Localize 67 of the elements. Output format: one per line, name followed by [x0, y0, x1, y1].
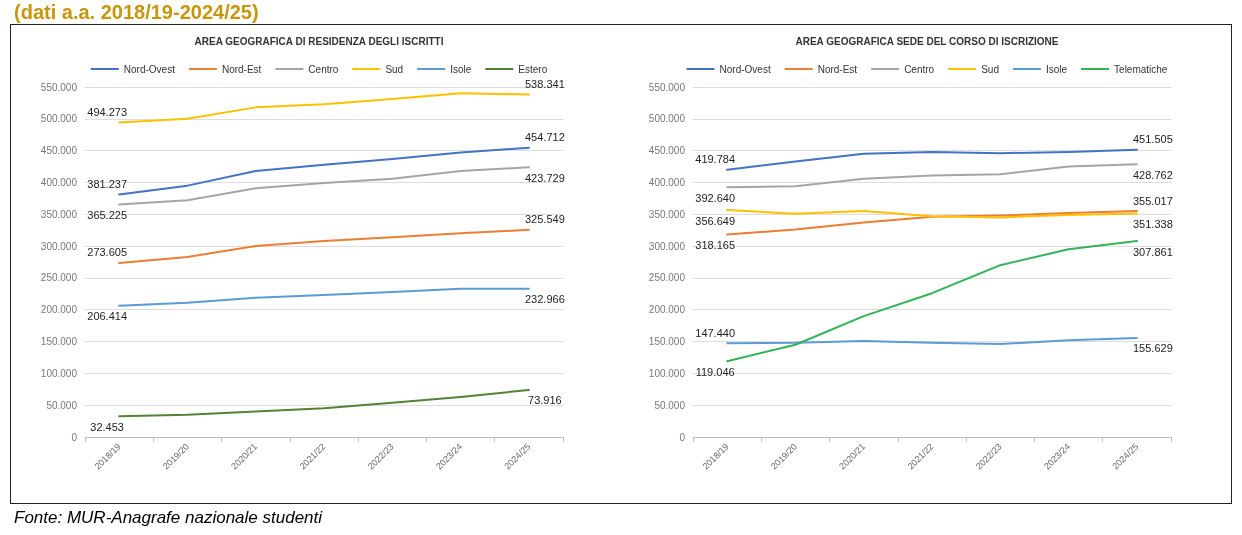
data-label: 381.237 — [87, 177, 128, 190]
data-label: 307.861 — [1132, 245, 1173, 258]
legend-label: Telematiche — [1114, 63, 1168, 75]
y-tick-label: 250.000 — [648, 272, 686, 284]
legend-label: Centro — [308, 63, 339, 75]
y-tick-label: 450.000 — [648, 145, 686, 157]
legend-label: Isole — [450, 63, 472, 75]
y-tick-label: 100.000 — [40, 367, 78, 379]
source-note: Fonte: MUR-Anagrafe nazionale studenti — [13, 507, 324, 529]
legend-label: Centro — [904, 63, 935, 75]
data-label: 454.712 — [524, 131, 565, 144]
y-tick-label: 250.000 — [40, 272, 78, 284]
y-tick-label: 500.000 — [648, 113, 686, 125]
y-tick-label: 300.000 — [648, 240, 686, 252]
y-tick-label: 50.000 — [654, 399, 686, 411]
y-tick-label: 550.000 — [648, 81, 686, 93]
y-tick-label: 550.000 — [40, 81, 78, 93]
y-tick-label: 150.000 — [40, 336, 78, 348]
data-label: 73.916 — [528, 394, 562, 407]
data-label: 392.640 — [695, 191, 736, 204]
data-label: 206.414 — [87, 310, 128, 323]
legend-label: Sud — [981, 63, 999, 75]
line-series — [118, 388, 530, 418]
legend-label: Nord-Est — [221, 63, 262, 75]
data-label: 356.649 — [695, 214, 736, 227]
data-label: 273.605 — [87, 246, 128, 259]
data-label: 365.225 — [87, 209, 128, 222]
y-tick-label: 500.000 — [40, 113, 78, 125]
data-label: 325.549 — [524, 213, 565, 226]
text: (dati a.a. 2018/19-2024/25) — [13, 0, 260, 24]
data-label: 147.440 — [695, 326, 736, 339]
data-label: 155.629 — [1132, 342, 1173, 355]
y-tick-label: 350.000 — [40, 208, 78, 220]
y-tick-label: 400.000 — [40, 176, 78, 188]
data-label: 494.273 — [87, 105, 128, 118]
data-label: 428.762 — [1132, 168, 1173, 181]
data-label: 451.505 — [1132, 133, 1173, 146]
y-tick-label: 150.000 — [648, 336, 686, 348]
y-tick-label: 400.000 — [648, 176, 686, 188]
data-label: 423.729 — [524, 171, 565, 184]
data-label: 538.341 — [524, 77, 565, 90]
data-label: 351.338 — [1132, 217, 1173, 230]
y-tick-label: 300.000 — [40, 240, 78, 252]
y-tick-label: 100.000 — [648, 367, 686, 379]
data-label: 119.046 — [695, 365, 735, 378]
data-label: 32.453 — [90, 420, 124, 433]
y-tick-label: 0 — [679, 431, 686, 443]
legend-label: Sud — [385, 63, 404, 75]
data-label: 419.784 — [695, 153, 736, 166]
y-tick-label: 200.000 — [648, 304, 686, 316]
y-tick-label: 50.000 — [46, 399, 78, 411]
legend-label: Isole — [1045, 63, 1068, 75]
line-series — [726, 209, 1138, 219]
legend-label: Estero — [518, 63, 548, 75]
chart-title: AREA GEOGRAFICA SEDE DEL CORSO DI ISCRIZIONE — [795, 35, 1059, 47]
data-label: 318.165 — [695, 239, 736, 252]
y-tick-label: 350.000 — [648, 208, 686, 220]
legend-label: Nord-Est — [817, 63, 858, 75]
data-label: 355.017 — [1132, 194, 1173, 207]
y-tick-label: 0 — [71, 431, 78, 443]
legend-label: Nord-Ovest — [719, 63, 771, 75]
legend-label: Nord-Ovest — [123, 63, 176, 75]
chart-title: AREA GEOGRAFICA DI RESIDENZA DEGLI ISCRITTI — [194, 35, 444, 47]
data-label: 232.966 — [524, 293, 565, 306]
y-tick-label: 200.000 — [40, 304, 78, 316]
y-tick-label: 450.000 — [40, 145, 78, 157]
line-series — [726, 336, 1138, 346]
